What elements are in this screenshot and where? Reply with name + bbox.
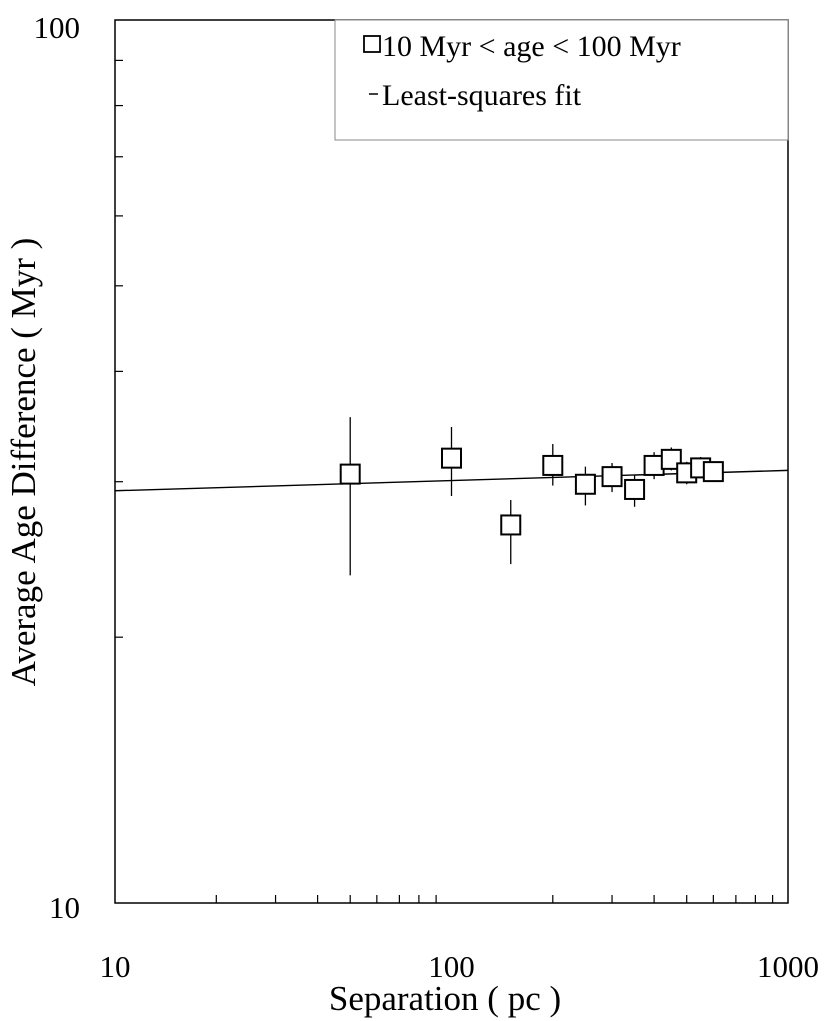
data-point-7 — [643, 454, 665, 476]
data-point-0 — [339, 463, 361, 485]
x-tick-label-1000: 1000 — [757, 949, 819, 984]
legend-square-marker-icon — [363, 35, 381, 53]
x-tick-label-10: 10 — [100, 949, 131, 984]
data-point-5 — [601, 466, 623, 488]
data-point-6 — [624, 478, 646, 500]
legend: 10 Myr < age < 100 Myr Least-squares fit — [334, 19, 789, 141]
data-point-4 — [574, 473, 596, 495]
legend-label-fit: Least-squares fit — [382, 79, 582, 112]
y-tick-label-10: 10 — [49, 890, 80, 925]
legend-label-series: 10 Myr < age < 100 Myr — [382, 30, 681, 63]
data-point-1 — [441, 447, 462, 469]
data-point-11 — [702, 461, 724, 483]
data-point-2 — [500, 514, 522, 536]
x-axis-title: Separation ( pc ) — [329, 979, 561, 1018]
legend-box — [334, 19, 789, 141]
y-tick-label-100: 100 — [34, 10, 81, 45]
x-tick-label-100: 100 — [428, 949, 475, 984]
data-points-layer — [339, 417, 724, 576]
data-point-3 — [542, 454, 564, 476]
y-axis-title: Average Age Difference ( Myr ) — [4, 238, 43, 687]
axis-ticks — [115, 59, 774, 903]
data-point-8 — [660, 448, 682, 470]
